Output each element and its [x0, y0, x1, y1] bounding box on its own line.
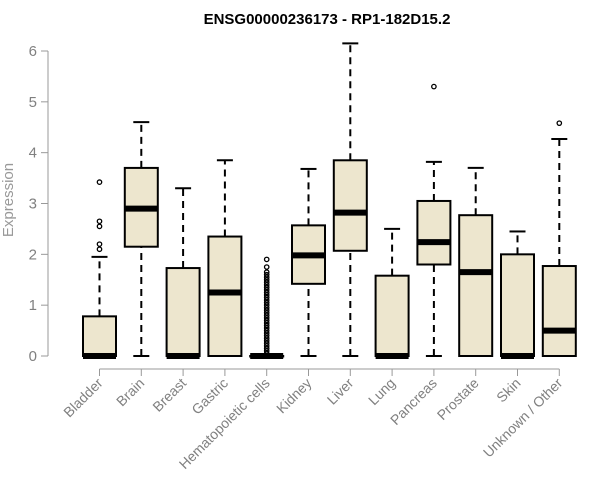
outlier-point — [263, 276, 270, 283]
outlier-point — [263, 345, 270, 352]
outlier-point — [263, 264, 270, 270]
outlier-point — [96, 223, 103, 230]
outlier-point — [263, 279, 270, 286]
outlier-point — [263, 342, 270, 349]
box-lung — [374, 227, 410, 359]
outlier-point — [263, 340, 270, 347]
box-kidney — [291, 167, 326, 357]
iqr-box — [416, 199, 452, 266]
y-tick-label: 1 — [29, 297, 37, 314]
x-tick-label: Skin — [493, 375, 524, 406]
box-breast — [165, 187, 201, 359]
box-liver — [332, 42, 368, 357]
iqr-box — [500, 253, 535, 357]
x-tick-label: Brain — [113, 375, 147, 409]
iqr-box — [165, 267, 201, 357]
outlier-point — [263, 269, 270, 275]
outlier-point — [263, 332, 270, 339]
x-tick-label: Breast — [149, 375, 189, 415]
box-hematopoietic-cells — [249, 256, 285, 359]
outlier-point — [263, 315, 270, 321]
outlier-point — [263, 289, 270, 296]
outlier-point — [431, 83, 437, 90]
outlier-point — [263, 274, 270, 281]
y-tick-label: 3 — [29, 196, 37, 213]
x-tick-label: Kidney — [273, 375, 315, 417]
x-tick-label: Bladder — [60, 375, 106, 421]
outlier-point — [263, 350, 270, 357]
box-skin — [500, 230, 535, 359]
iqr-box — [458, 214, 494, 357]
outlier-point — [263, 299, 270, 306]
outlier-point — [263, 271, 270, 278]
outlier-point — [263, 292, 270, 298]
chart-title: ENSG00000236173 - RP1-182D15.2 — [204, 11, 451, 28]
outlier-point — [263, 307, 270, 314]
outlier-point — [263, 335, 270, 342]
outlier-point — [263, 337, 270, 344]
outlier-point — [263, 327, 270, 334]
outlier-point — [263, 320, 270, 326]
outlier-point — [263, 287, 270, 293]
outlier-point — [263, 302, 270, 309]
outlier-point — [263, 284, 270, 291]
box-layer — [82, 42, 577, 359]
box-unknown-other — [541, 120, 577, 357]
outlier-point — [263, 297, 270, 303]
outlier-point — [263, 330, 270, 336]
box-bladder — [82, 179, 117, 359]
x-tick-label: Liver — [324, 375, 357, 408]
iqr-box — [207, 235, 243, 358]
outlier-point — [96, 218, 103, 225]
y-tick-label: 5 — [29, 94, 37, 111]
outlier-point — [263, 317, 270, 324]
outlier-point — [263, 348, 270, 354]
y-tick-label: 0 — [29, 348, 37, 365]
outlier-point — [556, 120, 563, 127]
y-tick-label: 2 — [29, 246, 37, 263]
axis-layer: 0 1 2 3 4 5 6 — [29, 43, 560, 376]
x-tick-label: Unknown / Other — [480, 375, 566, 461]
outlier-point — [96, 241, 103, 248]
iqr-box — [82, 315, 117, 358]
y-axis-label: Expression — [0, 163, 17, 237]
outlier-point — [263, 294, 270, 301]
y-tick-label: 4 — [29, 145, 37, 162]
outlier-point — [263, 312, 270, 319]
iqr-box — [332, 159, 368, 252]
outlier-point — [263, 325, 270, 331]
iqr-box — [541, 265, 577, 357]
box-prostate — [458, 166, 494, 357]
iqr-box — [374, 274, 410, 357]
x-tick-label: Prostate — [434, 375, 482, 423]
outlier-point — [263, 322, 270, 329]
x-tick-label: Lung — [365, 375, 398, 408]
outlier-point — [263, 281, 270, 288]
outlier-point — [263, 309, 270, 316]
outlier-point — [263, 256, 270, 263]
box-brain — [123, 121, 159, 357]
outlier-point — [96, 179, 103, 185]
outlier-point — [263, 304, 270, 311]
outlier-point — [96, 246, 103, 253]
y-tick-label: 6 — [29, 43, 37, 60]
box-pancreas — [416, 83, 452, 357]
box-gastric — [207, 159, 243, 358]
